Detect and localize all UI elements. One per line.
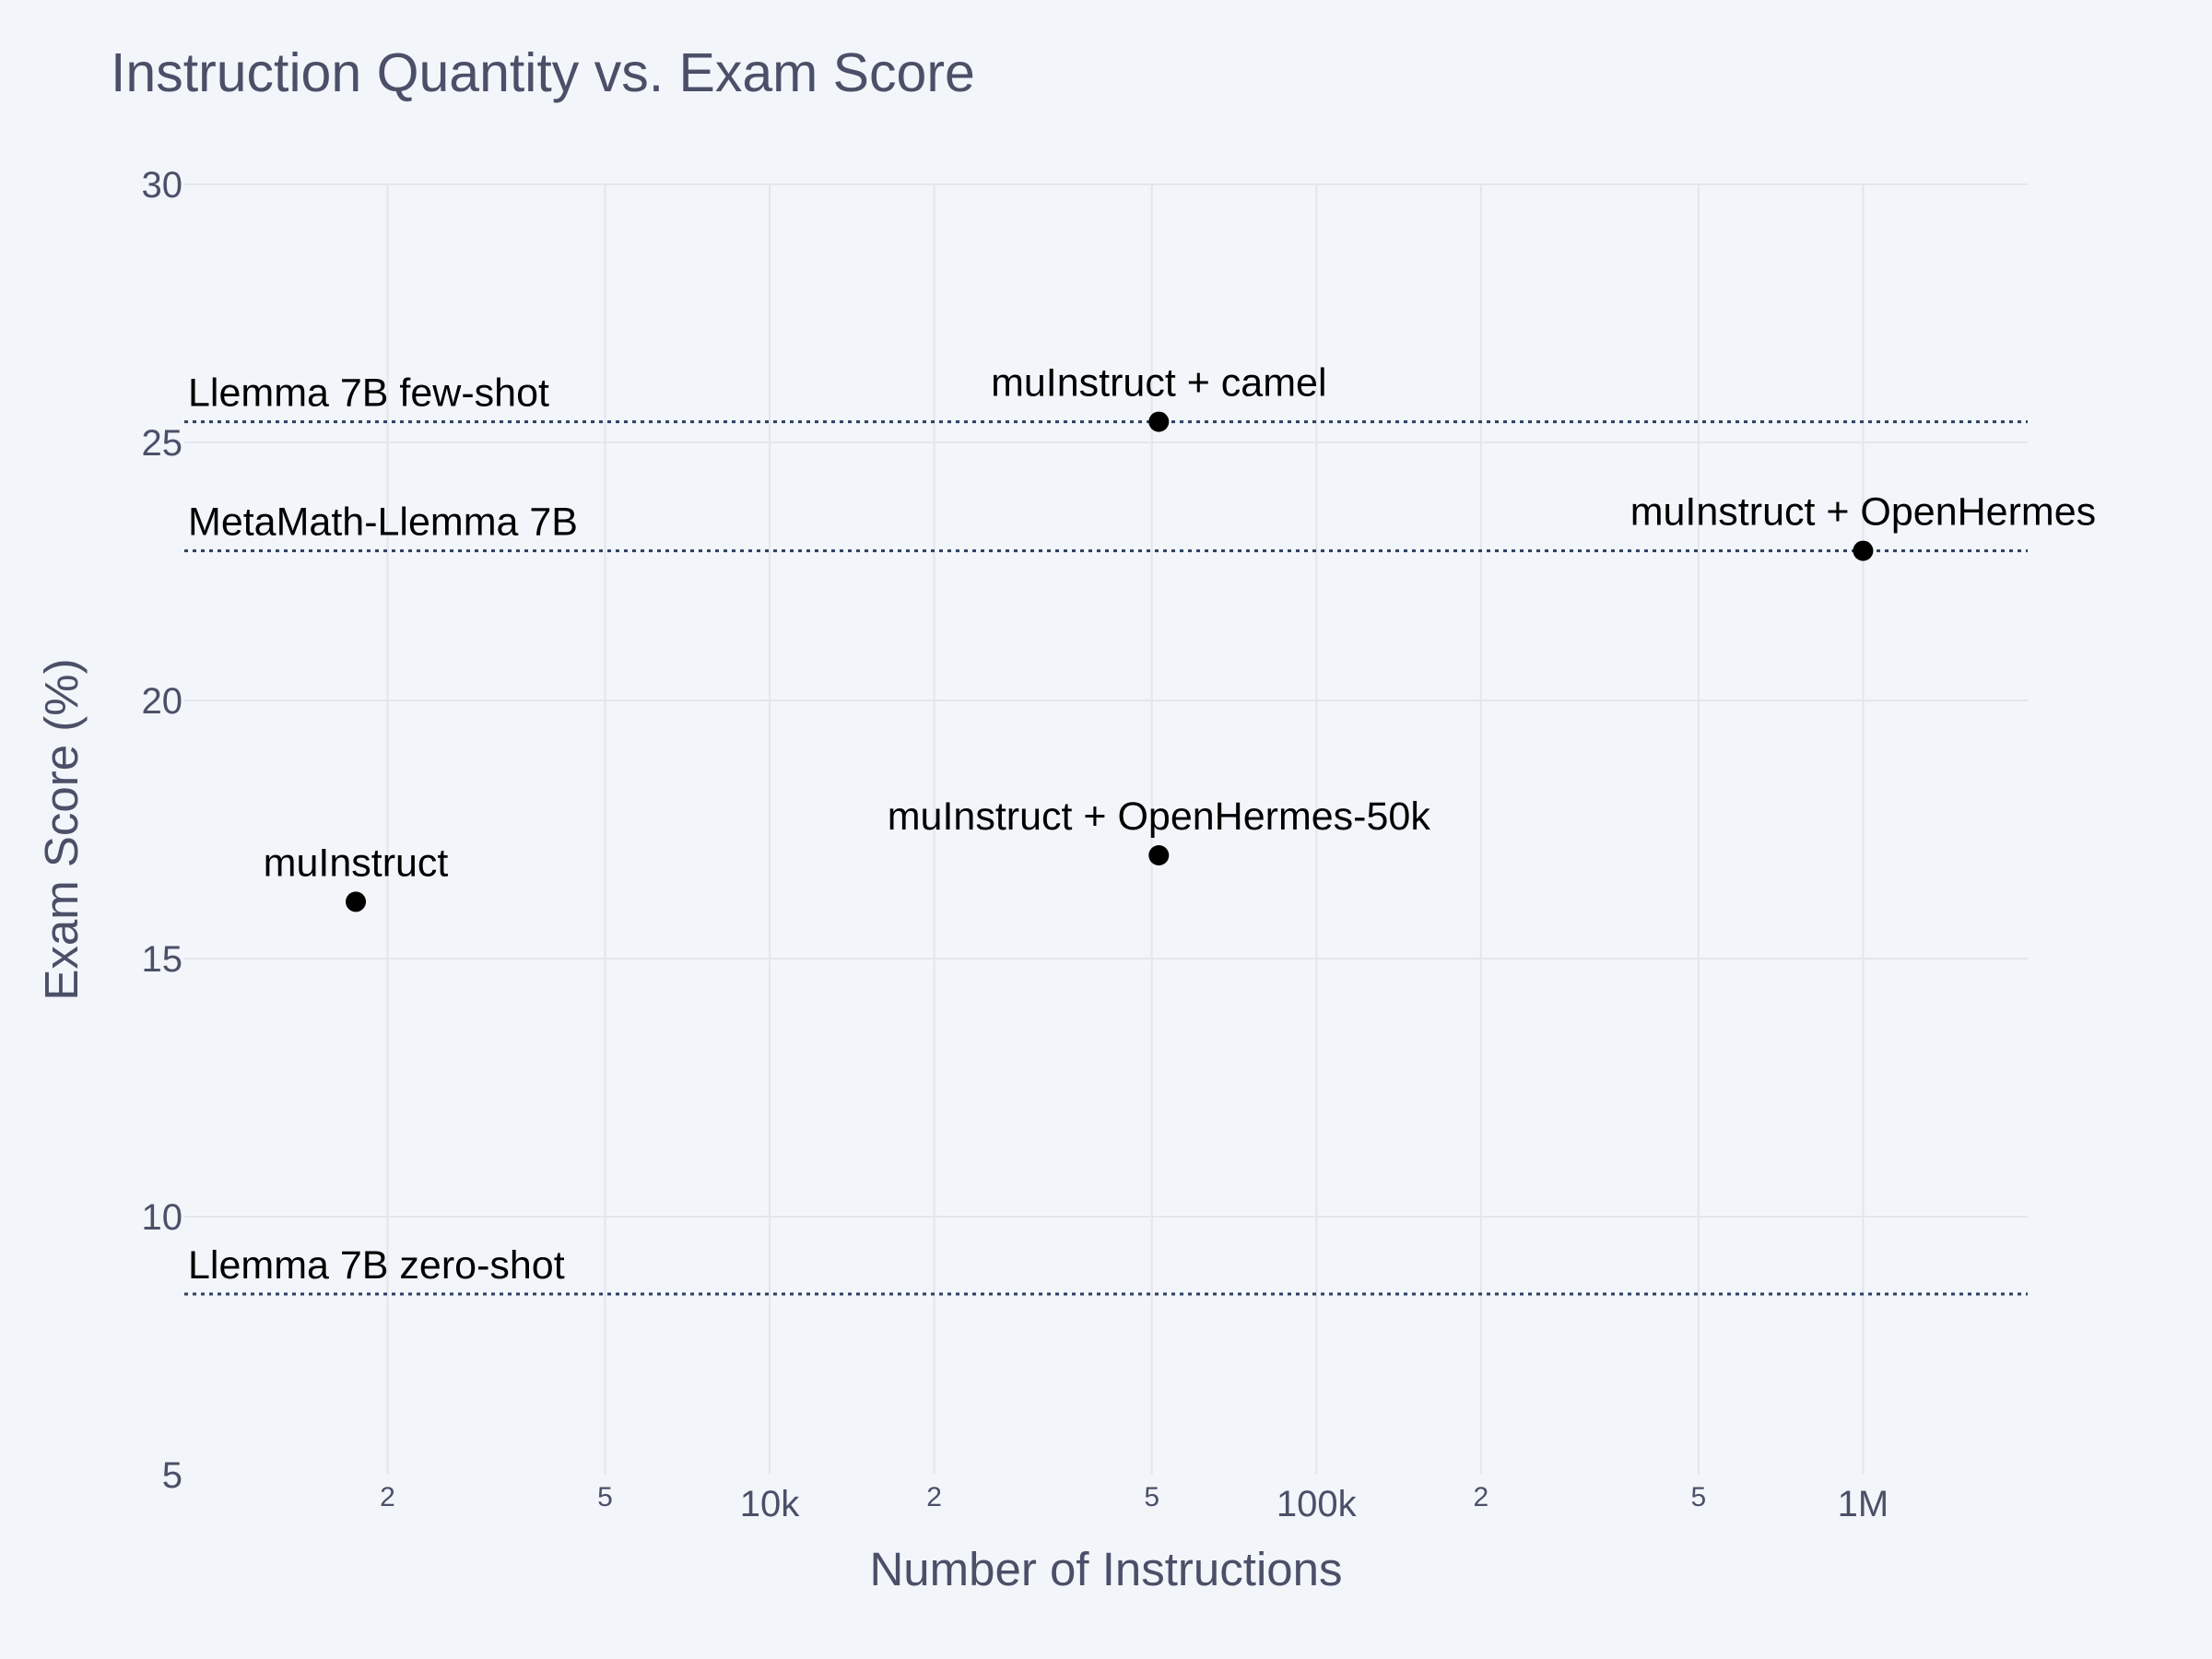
x-minor-tick-label: 2 bbox=[926, 1482, 942, 1512]
y-tick-label: 30 bbox=[142, 165, 183, 206]
y-tick-label: 10 bbox=[142, 1197, 183, 1238]
x-minor-tick-label: 2 bbox=[380, 1482, 395, 1512]
x-minor-tick-label: 2 bbox=[1473, 1482, 1488, 1512]
x-tick-label: 100k bbox=[1277, 1484, 1358, 1524]
x-tick-label: 1M bbox=[1838, 1484, 1889, 1524]
data-point-label: muInstruct + OpenHermes bbox=[1630, 490, 2096, 535]
data-point-label: muInstruct + OpenHermes-50k bbox=[888, 794, 1431, 839]
data-point-label: muInstruct bbox=[264, 841, 449, 885]
data-point bbox=[1148, 411, 1170, 432]
y-tick-label: 20 bbox=[142, 681, 183, 722]
y-tick-label: 15 bbox=[142, 939, 183, 980]
x-minor-tick-label: 5 bbox=[1691, 1482, 1707, 1512]
chart-title: Instruction Quantity vs. Exam Score bbox=[111, 42, 975, 103]
data-point bbox=[346, 891, 367, 912]
data-point-label: muInstruct + camel bbox=[991, 361, 1326, 406]
x-minor-tick-label: 5 bbox=[1144, 1482, 1159, 1512]
data-point bbox=[1853, 540, 1874, 561]
reference-lines: Llemma 7B few-shot MetaMath-Llemma 7B Llem… bbox=[184, 371, 2028, 1296]
y-tick-label: 5 bbox=[162, 1455, 182, 1496]
y-axis-title: Exam Score (%) bbox=[35, 658, 88, 1000]
data-point bbox=[1148, 845, 1170, 865]
reference-line-label: Llemma 7B few-shot bbox=[188, 371, 549, 416]
x-minor-tick-label: 5 bbox=[597, 1482, 613, 1512]
x-tick-label: 10k bbox=[740, 1484, 800, 1524]
reference-line-label: Llemma 7B zero-shot bbox=[188, 1243, 565, 1288]
data-points: muInstruct muInstruct + OpenHermes-50k muI… bbox=[264, 361, 2096, 912]
y-tick-label: 25 bbox=[142, 423, 183, 464]
reference-line-label: MetaMath-Llemma 7B bbox=[188, 500, 578, 545]
x-axis-title: Number of Instructions bbox=[869, 1543, 1342, 1595]
grid bbox=[184, 183, 2028, 1475]
